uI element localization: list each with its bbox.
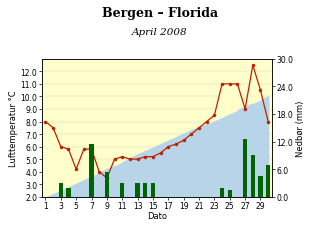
Bar	[258, 176, 263, 197]
Bar	[266, 165, 270, 197]
Bar	[143, 183, 148, 197]
Bar	[135, 183, 140, 197]
Bar	[66, 188, 71, 197]
Bar	[89, 144, 94, 197]
Text: Bergen – Florida: Bergen – Florida	[102, 7, 218, 20]
Bar	[251, 156, 255, 197]
Y-axis label: Lufttemperatur °C: Lufttemperatur °C	[9, 90, 18, 166]
X-axis label: Dato: Dato	[147, 211, 167, 220]
Bar	[220, 188, 224, 197]
Bar	[151, 183, 155, 197]
Y-axis label: Nedbør (mm): Nedbør (mm)	[296, 100, 305, 156]
Bar	[120, 183, 124, 197]
Bar	[59, 183, 63, 197]
Bar	[243, 140, 247, 197]
Bar	[228, 190, 232, 197]
Bar	[105, 172, 109, 197]
Text: April 2008: April 2008	[132, 27, 188, 36]
